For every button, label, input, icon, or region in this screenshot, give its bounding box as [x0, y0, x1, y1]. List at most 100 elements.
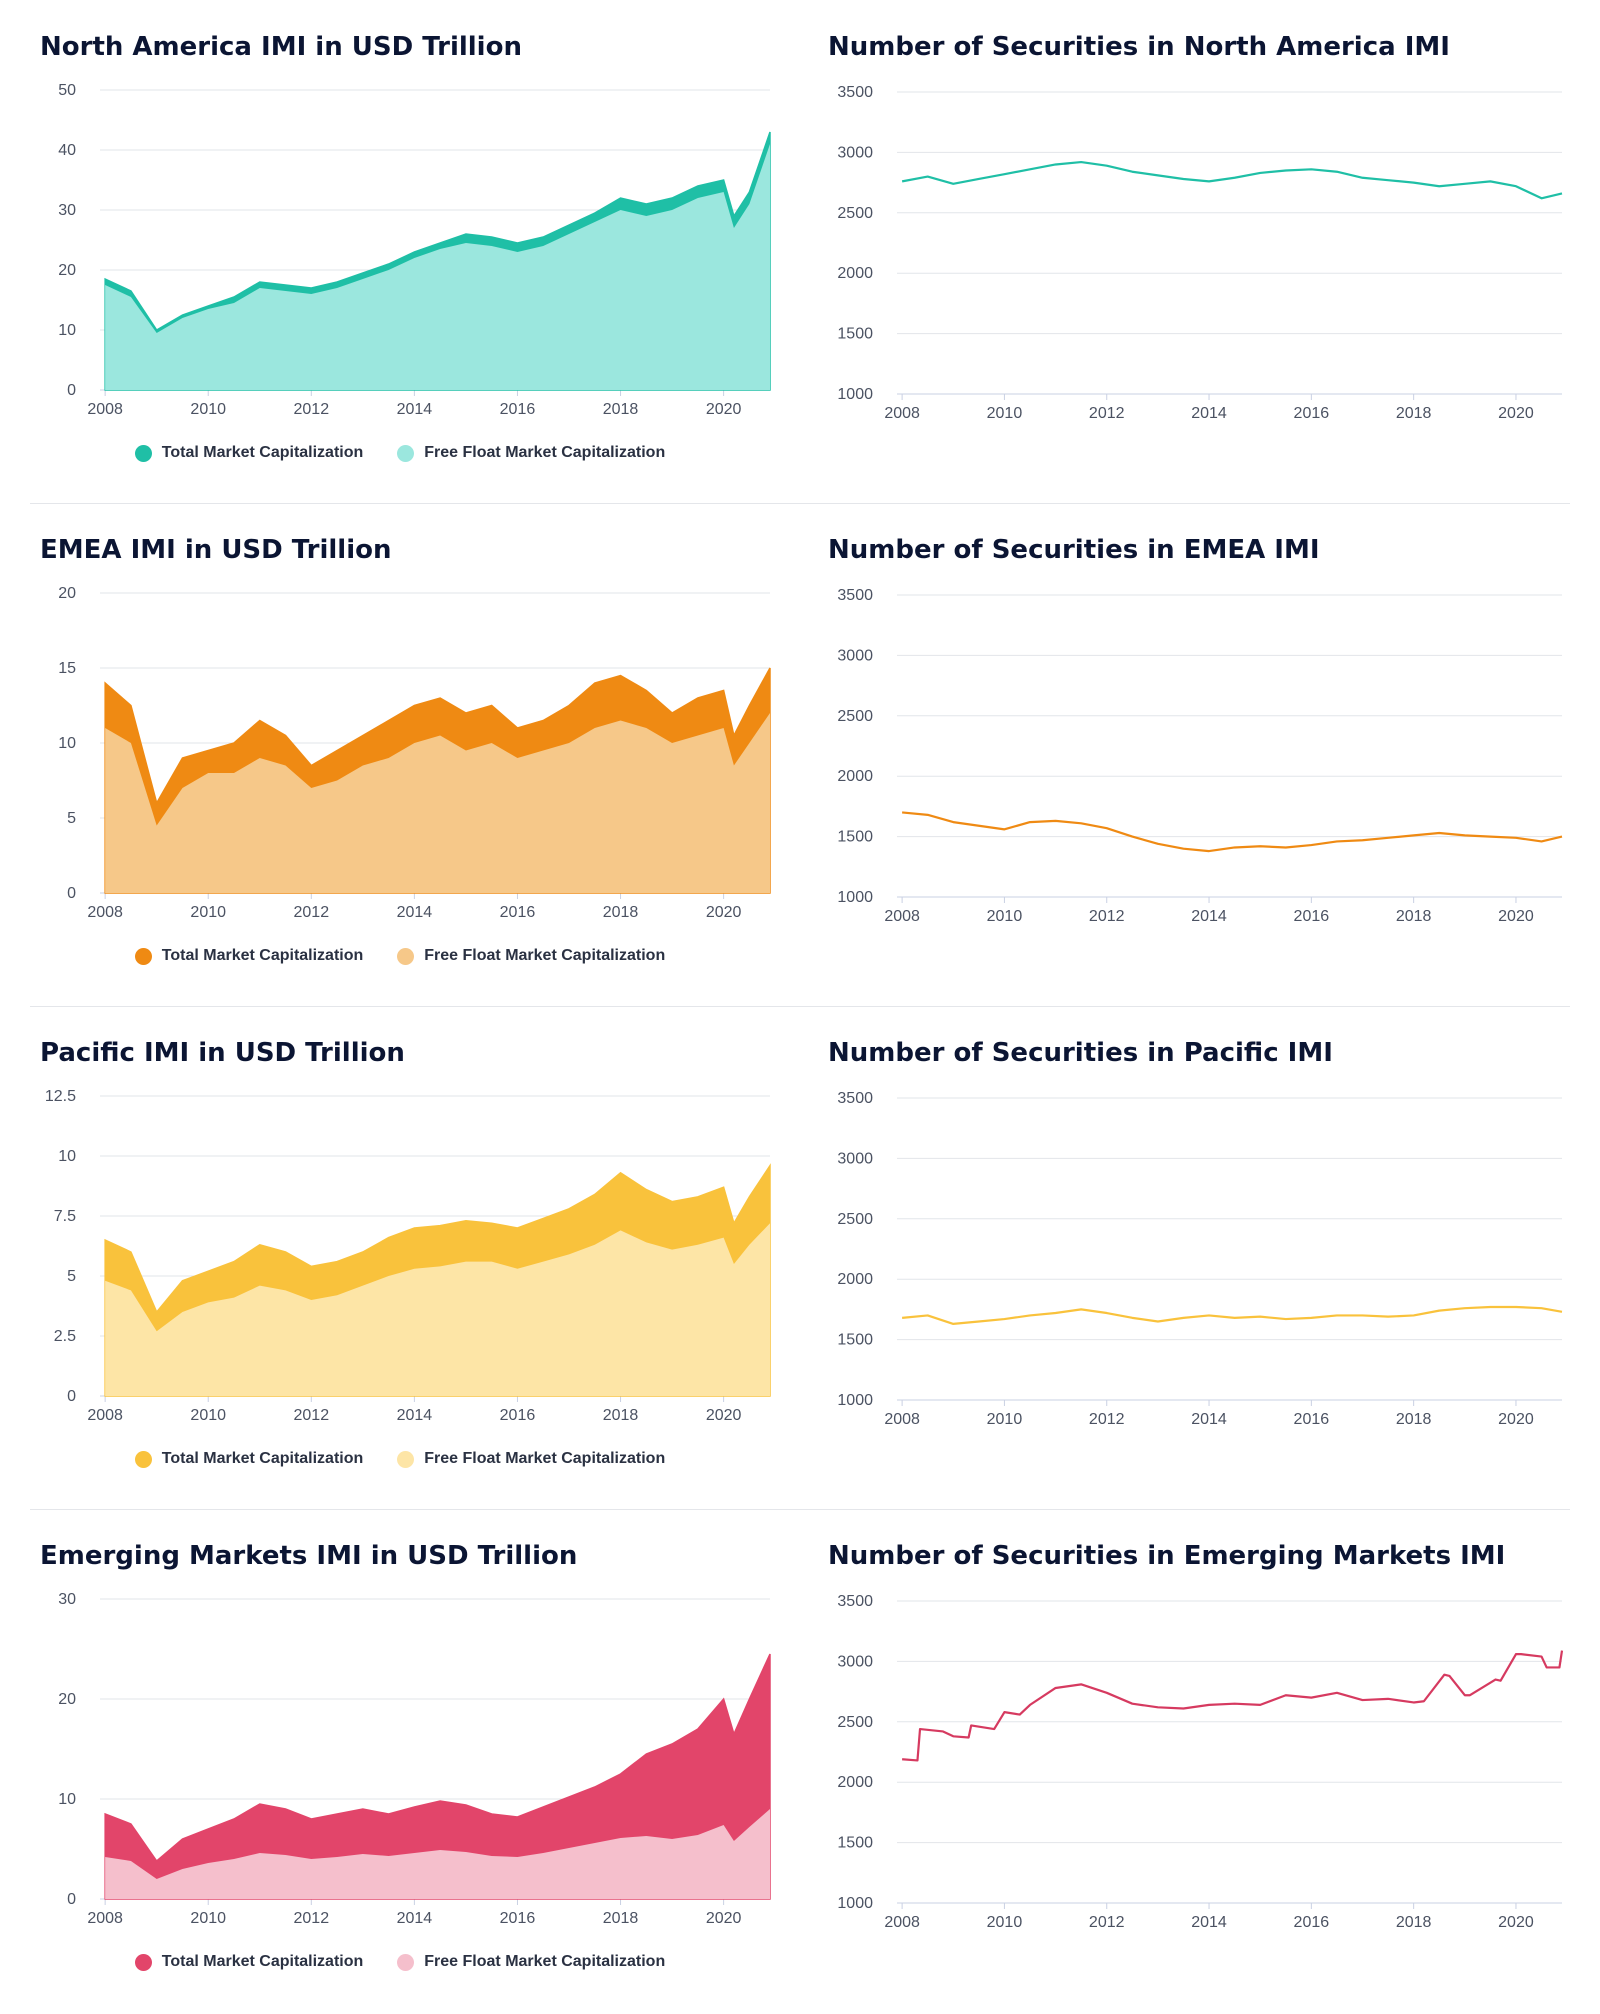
- x-tick-label: 2012: [294, 1407, 330, 1424]
- chart-legend: Total Market Capitalization Free Float M…: [0, 947, 800, 965]
- x-tick-label: 2016: [500, 1910, 536, 1927]
- chart-legend: Total Market Capitalization Free Float M…: [0, 1450, 800, 1468]
- y-tick-label: 2000: [837, 1271, 873, 1288]
- chart-title: Pacific IMI in USD Trillion: [40, 1038, 405, 1068]
- legend-swatch-free-float: [397, 1953, 415, 1971]
- y-tick-label: 2000: [837, 768, 873, 785]
- legend-swatch-free-float: [397, 947, 415, 965]
- x-tick-label: 2008: [884, 1411, 920, 1428]
- legend-item-total[interactable]: Total Market Capitalization: [134, 947, 364, 965]
- legend-label-total: Total Market Capitalization: [161, 947, 364, 964]
- y-tick-label: 1500: [837, 1835, 873, 1852]
- area-free-float-market-cap: [105, 1223, 770, 1396]
- y-tick-label: 10: [58, 735, 76, 752]
- x-tick-label: 2008: [884, 1914, 920, 1931]
- y-tick-label: 3000: [837, 647, 873, 664]
- x-tick-label: 2014: [1191, 405, 1227, 422]
- chart-panel-emerging-markets-securities: Number of Securities in Emerging Markets…: [800, 1509, 1600, 2012]
- section-divider: [30, 1006, 1570, 1007]
- x-tick-label: 2010: [987, 908, 1023, 925]
- chart-title: North America IMI in USD Trillion: [40, 32, 522, 62]
- y-tick-label: 2000: [837, 1774, 873, 1791]
- x-tick-label: 2014: [1191, 908, 1227, 925]
- securities-count-line: [901, 160, 1563, 200]
- x-tick-label: 2018: [1396, 1411, 1432, 1428]
- x-tick-label: 2020: [1498, 1411, 1534, 1428]
- y-tick-label: 1000: [837, 889, 873, 906]
- legend-label-free-float: Free Float Market Capitalization: [424, 1953, 666, 1970]
- legend-swatch-total: [134, 1450, 152, 1468]
- legend-swatch-free-float: [397, 444, 415, 462]
- y-tick-label: 0: [67, 885, 76, 902]
- x-tick-label: 2008: [87, 1407, 123, 1424]
- y-tick-label: 1000: [837, 1895, 873, 1912]
- y-tick-label: 0: [67, 1388, 76, 1405]
- y-tick-label: 20: [58, 262, 76, 279]
- x-tick-label: 2014: [397, 1407, 433, 1424]
- x-tick-label: 2014: [1191, 1914, 1227, 1931]
- chart-panel-emea-cap: EMEA IMI in USD Trillion 0 5 10 15 20 2008 201…: [0, 503, 800, 1006]
- legend-item-total[interactable]: Total Market Capitalization: [134, 444, 364, 462]
- legend-swatch-free-float: [397, 1450, 415, 1468]
- y-tick-label: 2500: [837, 205, 873, 222]
- x-tick-label: 2018: [1396, 1914, 1432, 1931]
- y-tick-label: 5: [67, 810, 76, 827]
- x-tick-label: 2008: [87, 401, 123, 418]
- legend-item-free-float[interactable]: Free Float Market Capitalization: [397, 1953, 665, 1971]
- y-tick-label: 2.5: [54, 1328, 76, 1345]
- emea-cap-chart: 0 5 10 15 20 2008 2010 2012 2014 2016 2018 2020: [58, 585, 771, 921]
- x-tick-label: 2010: [987, 1914, 1023, 1931]
- x-tick-label: 2012: [294, 1910, 330, 1927]
- y-tick-label: 0: [67, 1891, 76, 1908]
- legend-label-free-float: Free Float Market Capitalization: [424, 1450, 666, 1467]
- legend-label-total: Total Market Capitalization: [161, 1953, 364, 1970]
- x-tick-label: 2012: [294, 401, 330, 418]
- x-tick-label: 2020: [706, 401, 742, 418]
- y-tick-label: 5: [67, 1268, 76, 1285]
- y-tick-label: 20: [58, 585, 76, 602]
- legend-item-free-float[interactable]: Free Float Market Capitalization: [397, 947, 665, 965]
- north-america-cap-chart: 0 10 20 30 40 50 2008 2010 2012 2014 2016 2018 2020: [58, 82, 771, 418]
- y-tick-label: 2500: [837, 1714, 873, 1731]
- y-tick-label: 3000: [837, 1150, 873, 1167]
- x-tick-label: 2018: [603, 401, 639, 418]
- x-tick-label: 2016: [1294, 1914, 1330, 1931]
- emerging-markets-securities-chart: 1000 1500 2000 2500 3000 3500 2008 2010 2012 2014…: [837, 1593, 1564, 1931]
- y-tick-label: 1000: [837, 1392, 873, 1409]
- area-total-market-cap: [104, 1653, 771, 1900]
- pacific-securities-chart: 1000 1500 2000 2500 3000 3500 2008 2010 2012 2014…: [837, 1090, 1563, 1428]
- area-free-float-market-cap: [105, 144, 770, 390]
- y-tick-label: 7.5: [54, 1208, 76, 1225]
- y-tick-label: 10: [58, 322, 76, 339]
- legend-item-total[interactable]: Total Market Capitalization: [134, 1450, 363, 1468]
- x-tick-label: 2018: [603, 904, 639, 921]
- x-tick-label: 2010: [190, 904, 226, 921]
- y-tick-label: 10: [58, 1791, 76, 1808]
- emea-securities-chart: 1000 1500 2000 2500 3000 3500 2008 2010 2012 2014…: [837, 587, 1563, 925]
- x-tick-label: 2016: [1294, 405, 1330, 422]
- chart-title: Number of Securities in Emerging Markets…: [828, 1541, 1506, 1571]
- x-tick-label: 2020: [706, 1910, 742, 1927]
- legend-swatch-total: [134, 947, 152, 965]
- legend-item-free-float[interactable]: Free Float Market Capitalization: [397, 1450, 665, 1468]
- y-tick-label: 2000: [837, 265, 873, 282]
- x-tick-label: 2010: [190, 1407, 226, 1424]
- legend-item-total[interactable]: Total Market Capitalization: [134, 1953, 364, 1971]
- chart-title: Number of Securities in North America IM…: [828, 32, 1450, 62]
- y-tick-label: 3000: [837, 1653, 873, 1670]
- area-free-float-market-cap: [105, 1809, 770, 1899]
- y-tick-label: 30: [58, 202, 76, 219]
- chart-panel-pacific-cap: Pacific IMI in USD Trillion 0 2.5 5 7.5 10 12…: [0, 1006, 800, 1509]
- x-tick-label: 2016: [1294, 1411, 1330, 1428]
- x-tick-label: 2016: [500, 1407, 536, 1424]
- chart-panel-north-america-cap: North America IMI in USD Trillion 0 10 20 3…: [0, 0, 800, 503]
- legend-item-free-float[interactable]: Free Float Market Capitalization: [397, 444, 665, 462]
- x-tick-label: 2020: [706, 1407, 742, 1424]
- legend-label-total: Total Market Capitalization: [161, 444, 364, 461]
- y-tick-label: 2500: [837, 708, 873, 725]
- chart-title: Number of Securities in Pacific IMI: [828, 1038, 1333, 1068]
- y-tick-label: 3500: [837, 1593, 873, 1610]
- legend-label-free-float: Free Float Market Capitalization: [424, 947, 666, 964]
- chart-legend: Total Market Capitalization Free Float M…: [0, 1953, 800, 1971]
